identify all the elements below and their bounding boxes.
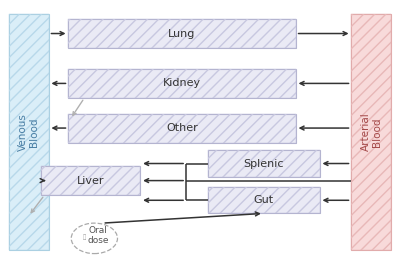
- Bar: [40, 166, 140, 195]
- Bar: [68, 19, 296, 48]
- Bar: [68, 19, 296, 48]
- Bar: [352, 14, 391, 250]
- Bar: [208, 187, 320, 213]
- Text: Venous
Blood: Venous Blood: [18, 113, 39, 151]
- Circle shape: [71, 223, 118, 254]
- Bar: [68, 69, 296, 98]
- Text: Kidney: Kidney: [163, 78, 201, 88]
- Bar: [9, 14, 48, 250]
- Bar: [68, 114, 296, 143]
- Bar: [68, 114, 296, 143]
- Bar: [208, 150, 320, 177]
- Bar: [208, 150, 320, 177]
- Bar: [208, 187, 320, 213]
- Text: Lung: Lung: [168, 29, 196, 39]
- Text: Oral
dose: Oral dose: [88, 226, 109, 246]
- Text: Liver: Liver: [77, 176, 104, 186]
- Bar: [9, 14, 48, 250]
- Text: Gut: Gut: [254, 195, 274, 205]
- Bar: [352, 14, 391, 250]
- Bar: [40, 166, 140, 195]
- Bar: [68, 69, 296, 98]
- Text: Arterial
Blood: Arterial Blood: [361, 113, 382, 151]
- Text: Splenic: Splenic: [244, 158, 284, 168]
- Text: Other: Other: [166, 123, 198, 133]
- Text: ⬜: ⬜: [83, 234, 86, 239]
